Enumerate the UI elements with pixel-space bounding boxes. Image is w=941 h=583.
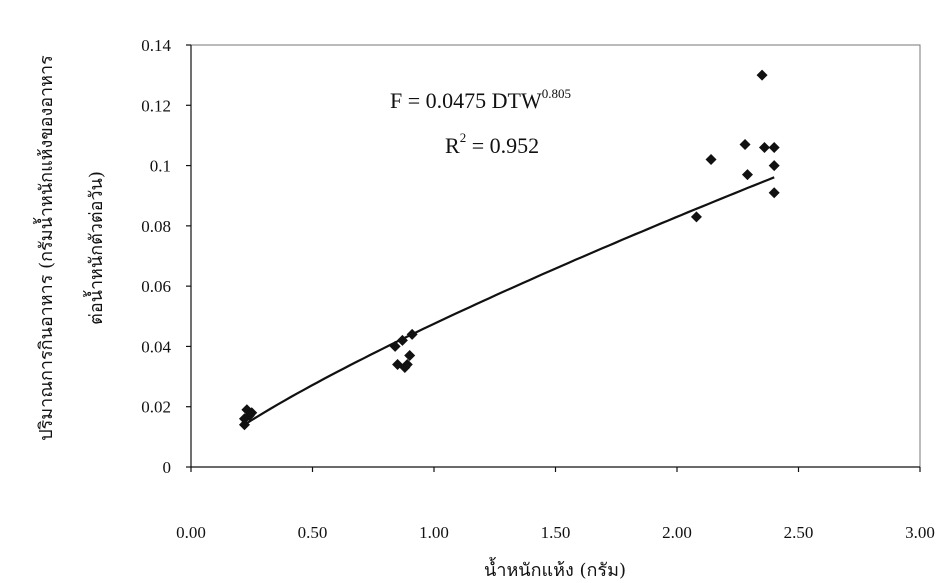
data-point xyxy=(768,141,780,153)
data-point xyxy=(690,211,702,223)
y-axis-title-line1: ปริมาณการกินอาหาร (กรัมน้ำหนักแห้งของอาห… xyxy=(33,55,57,441)
y-tick-label: 0.08 xyxy=(141,217,171,236)
y-tick-label: 0.1 xyxy=(150,157,171,176)
data-point xyxy=(739,138,751,150)
data-point xyxy=(406,328,418,340)
x-tick-label: 2.00 xyxy=(662,523,692,542)
x-tick-label: 1.50 xyxy=(541,523,571,542)
data-point xyxy=(741,169,753,181)
x-tick-label: 1.00 xyxy=(419,523,449,542)
y-tick-label: 0.12 xyxy=(141,96,171,115)
y-tick-label: 0 xyxy=(163,458,172,477)
data-point xyxy=(705,154,717,166)
data-point xyxy=(238,419,250,431)
trend-r-squared: R2 = 0.952 xyxy=(445,130,539,158)
data-point xyxy=(404,349,416,361)
y-axis-ticks: 0 0.02 0.04 0.06 0.08 0.1 0.12 0.14 xyxy=(141,36,191,477)
x-tick-label: 3.00 xyxy=(905,523,935,542)
data-point xyxy=(768,160,780,172)
data-point xyxy=(401,359,413,371)
y-tick-label: 0.04 xyxy=(141,337,171,356)
y-axis-title-line2: ต่อน้ำหนักตัวต่อวัน) xyxy=(83,171,107,325)
trend-equation: F = 0.0475 DTW0.805 xyxy=(390,86,571,113)
y-tick-label: 0.02 xyxy=(141,398,171,417)
data-point xyxy=(389,340,401,352)
x-tick-label: 0.00 xyxy=(176,523,206,542)
data-point xyxy=(396,334,408,346)
data-point xyxy=(756,69,768,81)
plot-area xyxy=(190,44,921,468)
x-axis-title: น้ำหนักแห้ง (กรัม) xyxy=(484,557,626,581)
data-point xyxy=(758,141,770,153)
data-point xyxy=(768,187,780,199)
y-tick-label: 0.06 xyxy=(141,277,171,296)
y-tick-label: 0.14 xyxy=(141,36,171,55)
x-axis-ticks: 0.00 0.50 1.00 1.50 2.00 2.50 3.00 xyxy=(176,467,935,542)
x-tick-label: 0.50 xyxy=(298,523,328,542)
x-tick-label: 2.50 xyxy=(784,523,814,542)
data-point xyxy=(246,407,258,419)
data-points xyxy=(238,69,780,431)
trendline xyxy=(243,176,775,426)
